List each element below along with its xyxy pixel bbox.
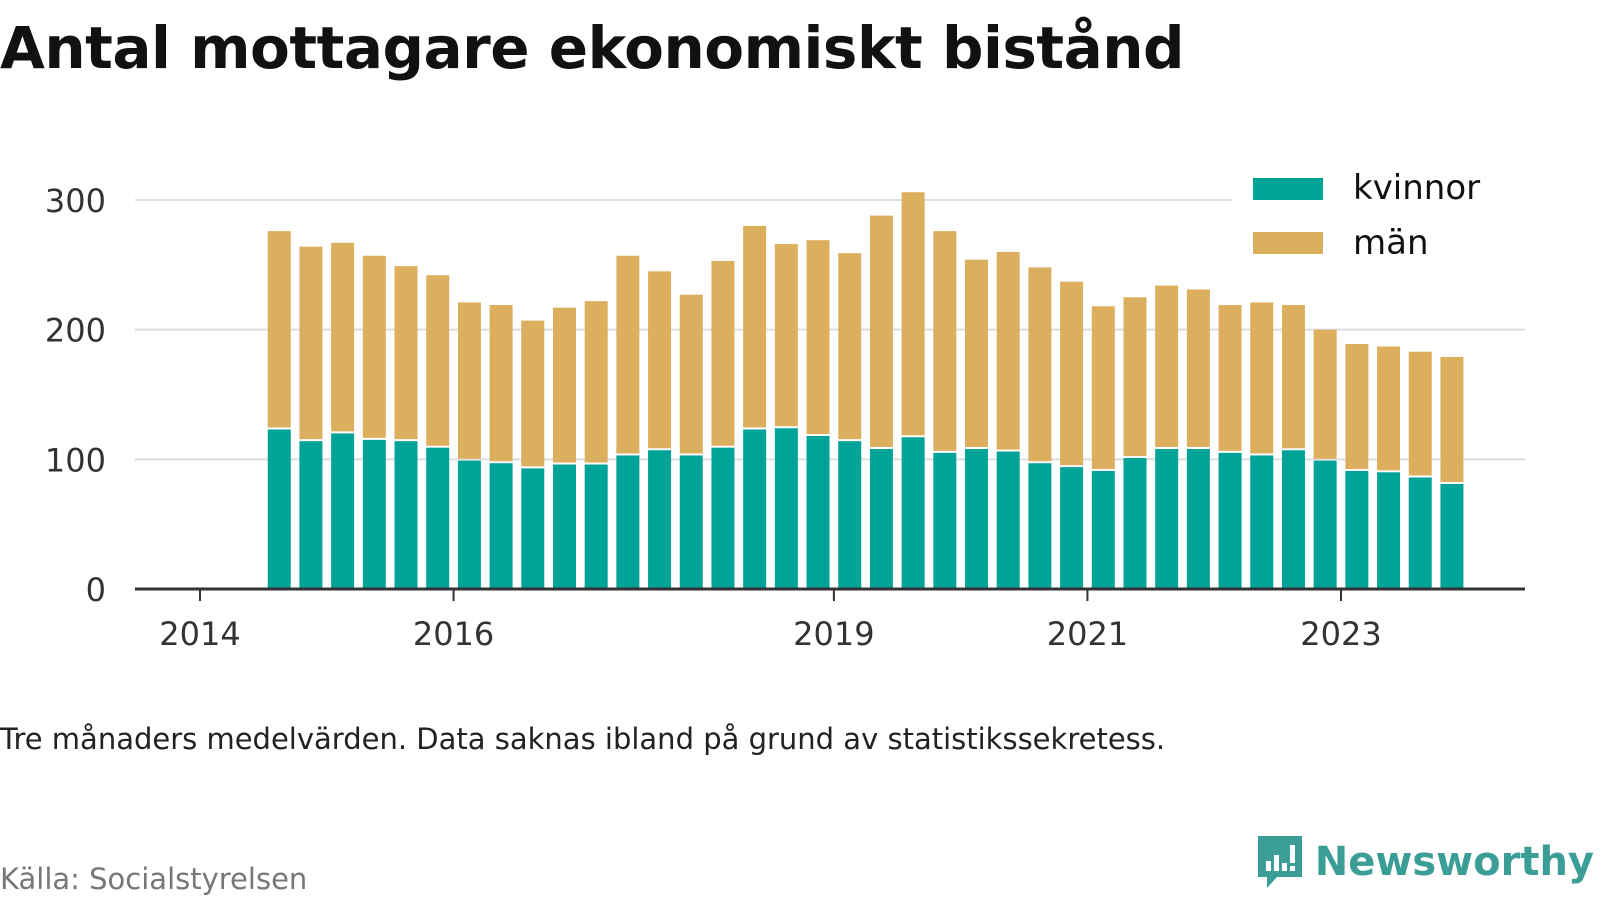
bar-man [1345,343,1369,470]
axes: 0 100 200 300 2014 2016 2019 2021 2023 [45,182,1525,653]
bar-man [362,255,386,438]
bar-man [552,307,576,463]
bar-man [1028,267,1052,462]
bar-kvinnor [1123,458,1147,589]
bar-man [1155,285,1179,447]
bar-man [711,260,735,446]
bar-kvinnor [743,429,767,589]
bar-kvinnor [1377,472,1401,589]
bar-kvinnor [394,441,418,589]
bar-man [267,231,291,428]
bar-kvinnor [965,448,989,589]
bar-man [869,215,893,447]
bar-kvinnor [426,447,450,589]
legend-swatch-man [1253,232,1323,254]
bar-man [299,246,323,440]
bar-man [901,192,925,436]
bar-man [1060,281,1084,466]
bar-man [1313,329,1337,459]
bar-man [584,301,608,463]
x-tick-label: 2016 [413,615,494,653]
y-tick-label: 100 [45,441,106,479]
bar-kvinnor [1345,471,1369,589]
bars [267,192,1464,589]
bar-man [1377,346,1401,471]
x-tick-label: 2019 [793,615,874,653]
bar-kvinnor [457,460,481,589]
bar-kvinnor [869,448,893,589]
bar-man [774,244,798,427]
bar-man [457,302,481,459]
bar-man [1281,305,1305,449]
bar-man [806,240,830,434]
bar-kvinnor [362,439,386,589]
bar-man [1250,302,1274,454]
bar-kvinnor [1313,460,1337,589]
bar-kvinnor [901,437,925,589]
bar-kvinnor [648,450,672,589]
bar-kvinnor [1186,448,1210,589]
bar-man [521,320,545,467]
legend: kvinnor män [1232,166,1534,276]
bar-kvinnor [552,464,576,589]
bar-man [996,251,1020,450]
bar-man [616,255,640,454]
bar-man [489,305,513,462]
bar-kvinnor [1091,471,1115,589]
y-tick-label: 200 [45,312,106,350]
bar-man [1123,297,1147,457]
stacked-bar-chart: 0 100 200 300 2014 2016 2019 2021 2023 kvinnor m… [44,166,1534,653]
bar-kvinnor [1218,452,1242,589]
bar-man [965,259,989,447]
bar-man [838,253,862,440]
bar-man [743,225,767,428]
bar-man [1408,351,1432,476]
bar-kvinnor [299,441,323,589]
bar-kvinnor [1440,483,1464,589]
bar-kvinnor [489,463,513,589]
bar-man [679,294,703,454]
bar-kvinnor [996,451,1020,589]
source-credit: Källa: Socialstyrelsen [0,862,308,896]
chart-note: Tre månaders medelvärden. Data saknas ib… [0,722,1166,756]
bar-man [331,242,355,432]
bar-kvinnor [616,455,640,589]
bar-man [1186,289,1210,447]
bar-man [426,275,450,446]
brand-logo[interactable]: Newsworthy [1255,830,1594,894]
bar-man [648,271,672,449]
bar-kvinnor [774,428,798,589]
bar-kvinnor [1155,448,1179,589]
y-tick-label: 0 [86,571,106,609]
bar-kvinnor [1281,450,1305,589]
bar-kvinnor [838,441,862,589]
y-tick-label: 300 [45,182,106,220]
legend-label-man: män [1353,223,1429,263]
bar-kvinnor [1408,477,1432,589]
x-tick-label: 2014 [159,615,240,653]
newsworthy-logo-icon [1257,836,1302,888]
brand-name: Newsworthy [1314,839,1594,885]
bar-man [1440,356,1464,482]
bar-kvinnor [1060,467,1084,589]
chart-title: Antal mottagare ekonomiskt bistånd [0,14,1185,82]
bar-kvinnor [806,435,830,589]
bar-man [1218,305,1242,451]
bar-kvinnor [1028,463,1052,589]
bar-kvinnor [1250,455,1274,589]
bar-man [1091,306,1115,470]
bar-kvinnor [521,468,545,589]
bar-kvinnor [933,452,957,589]
bar-kvinnor [711,447,735,589]
bar-man [933,231,957,451]
bar-kvinnor [267,429,291,589]
bar-kvinnor [679,455,703,589]
bar-kvinnor [331,433,355,589]
x-tick-label: 2023 [1300,615,1381,653]
legend-swatch-kvinnor [1253,178,1323,200]
bar-man [394,266,418,440]
legend-label-kvinnor: kvinnor [1353,168,1480,208]
bar-kvinnor [584,464,608,589]
x-tick-label: 2021 [1047,615,1128,653]
